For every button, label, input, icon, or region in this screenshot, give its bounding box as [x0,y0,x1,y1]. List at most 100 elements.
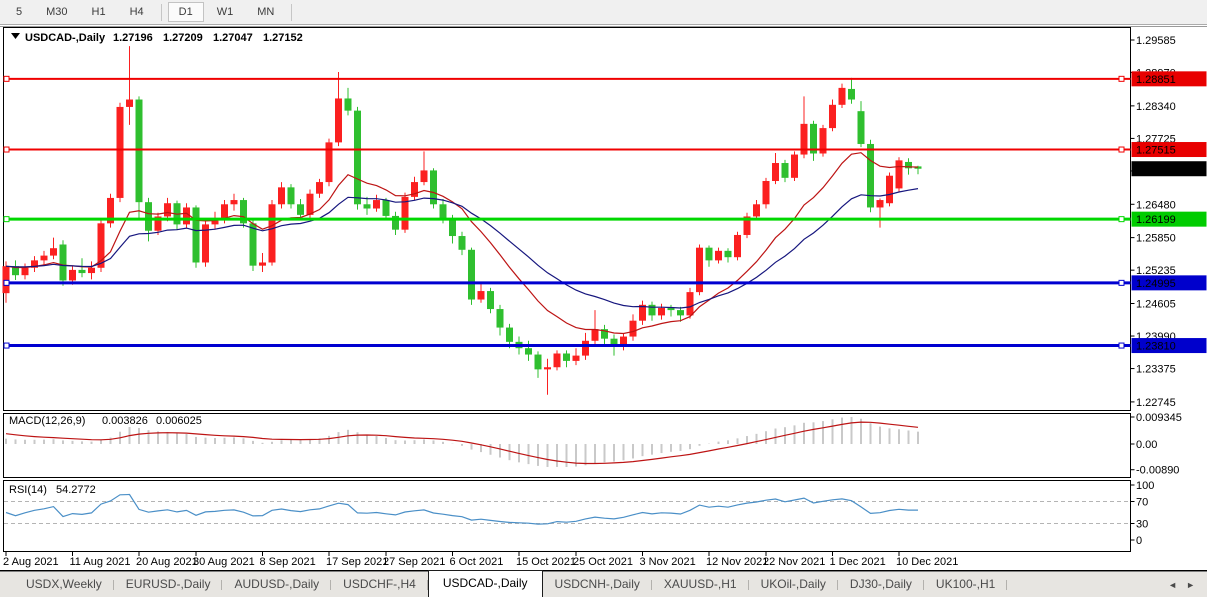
price-badge-1.28851: 1.28851 [1131,71,1207,87]
candle-body [183,207,190,225]
date-axis-label: 3 Nov 2021 [640,556,696,568]
period-button-h4[interactable]: H4 [129,6,144,18]
candle-body [705,247,713,261]
price-badge-1.26199: 1.26199 [1131,211,1207,227]
date-axis-label: 15 Oct 2021 [516,556,576,568]
period-button-mn[interactable]: MN [257,6,275,18]
tab-label: XAUUSD-,H1 [663,577,737,591]
tab-usdx-weekly[interactable]: USDX,Weekly [14,574,114,597]
date-axis-label: 22 Nov 2021 [763,556,825,568]
date-axis-label: 27 Sep 2021 [383,556,445,568]
candle-body [88,267,95,274]
candle-body [97,223,105,268]
price-badges: 1.28851 1.27515 1.27152 1.26199 1.24995 1.238… [1131,71,1207,354]
candle-body [211,218,219,225]
price-axis-label: 1.28340 [1136,101,1176,113]
date-axis-label: 8 Sep 2021 [260,556,316,568]
candle-body [2,266,10,294]
candle-body [458,236,466,250]
candle-body [411,182,418,197]
candle-body [696,247,703,293]
period-button-h1[interactable]: H1 [91,6,106,18]
rsi-line [5,493,918,525]
price-axis-label: 1.24605 [1136,298,1176,310]
candle-body [525,348,532,355]
ohlc-low: 1.27047 [213,32,253,44]
symbol-tab-bar: USDX,Weekly EURUSD-,Daily AUDUSD-,Daily … [0,570,1207,597]
tab-label: USDCNH-,Daily [554,577,640,591]
candle-body [905,161,912,169]
rsi-axis-label: 100 [1136,480,1154,492]
resistance-line-lower[interactable] [3,146,1131,153]
macd-axis-label: 0.00 [1136,439,1157,451]
candle-body [439,204,447,220]
candle-body [610,338,618,347]
period-button-w1[interactable]: W1 [216,6,234,18]
candle-body [658,307,665,316]
support-line-blue-lower[interactable] [3,342,1131,349]
tab-eurusd-daily[interactable]: EURUSD-,Daily [114,574,223,597]
macd-axis-label: -0.00890 [1136,465,1179,477]
ohlc-close: 1.27152 [263,32,303,44]
tab-label: UK100-,H1 [935,577,996,591]
candle-body [221,204,228,219]
candle-body [59,244,67,281]
tab-label: USDCAD-,Daily [442,576,528,590]
resistance-line-upper[interactable] [3,75,1131,82]
date-axis-label: 25 Oct 2021 [573,556,633,568]
support-line-blue-upper[interactable] [3,279,1131,286]
candle-body [677,310,684,316]
candle-body [249,223,257,266]
candle-body [392,215,399,230]
tab-label: USDCHF-,H4 [343,577,416,591]
candle-body [287,187,295,205]
candle-body [126,99,133,107]
support-line-green[interactable] [3,216,1131,223]
price-badge-text: 1.23810 [1136,341,1176,353]
rsi-axis-label: 30 [1136,519,1148,531]
candle-body [69,269,76,281]
rsi-label: RSI(14) [9,484,47,496]
tab-usdcad-daily[interactable]: USDCAD-,Daily [427,570,543,597]
candle-body [192,207,200,263]
candle-body [78,269,86,274]
ohlc-open: 1.27196 [113,32,153,44]
price-axis-label: 1.25235 [1136,265,1176,277]
candle-body [810,123,817,154]
period-button-m5[interactable]: 5 [16,6,23,18]
chart-dropdown-arrow-icon[interactable] [11,33,20,39]
candle-body [591,329,599,341]
tab-xauusd-h1[interactable]: XAUUSD-,H1 [652,574,749,597]
period-button-m30[interactable]: M30 [46,6,68,18]
tab-dj30-daily[interactable]: DJ30-,Daily [838,574,924,597]
tab-uk100-h1[interactable]: UK100-,H1 [924,574,1008,597]
macd-axis-label: 0.009345 [1136,412,1182,424]
tab-scroll-right-icon[interactable]: ► [1186,580,1195,590]
candle-body [544,367,551,370]
tab-scroll-arrows: ◄ ► [1156,580,1207,597]
candle-body [582,340,589,356]
chart-symbol-title: USDCAD-,Daily [25,32,106,44]
tab-label: USDX,Weekly [26,577,102,591]
tab-ukoil-daily[interactable]: UKOil-,Daily [749,574,839,597]
tab-usdchf-h4[interactable]: USDCHF-,H4 [331,574,428,597]
candle-body [354,110,361,205]
candle-body [382,200,390,216]
candle-body [800,123,808,155]
period-button-d1[interactable]: D1 [167,2,204,22]
tab-scroll-left-icon[interactable]: ◄ [1168,580,1178,590]
candle-body [667,307,675,311]
price-axis-label: 1.26480 [1136,199,1176,211]
candle-body [135,99,143,203]
tab-usdcnh-daily[interactable]: USDCNH-,Daily [543,574,653,597]
candle-body [12,266,19,276]
tab-audusd-daily[interactable]: AUDUSD-,Daily [222,574,331,597]
candle-body [553,353,561,368]
candle-body [468,249,475,300]
candle-body [772,163,779,182]
candle-body [21,267,29,276]
price-badge-1.27515: 1.27515 [1131,142,1207,158]
candle-body [164,203,171,217]
